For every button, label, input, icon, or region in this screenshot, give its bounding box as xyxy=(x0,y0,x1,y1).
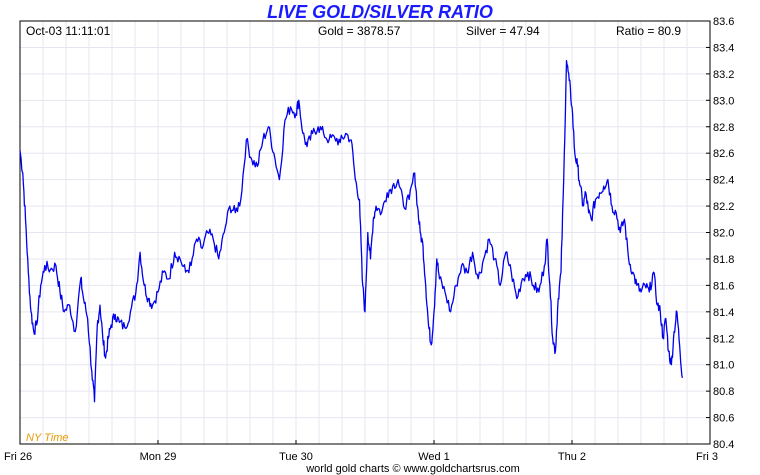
y-tick-label: 81.4 xyxy=(713,307,734,319)
ratio-readout: Ratio = 80.9 xyxy=(616,24,681,38)
y-tick-label: 81.0 xyxy=(713,360,734,372)
y-tick-label: 80.6 xyxy=(713,413,734,425)
y-tick-label: 81.6 xyxy=(713,280,734,292)
y-tick-label: 80.8 xyxy=(713,386,734,398)
y-tick-label: 83.4 xyxy=(713,42,734,54)
x-tick-label: Mon 29 xyxy=(140,451,177,463)
y-tick-label: 81.2 xyxy=(713,333,734,345)
y-tick-label: 83.0 xyxy=(713,95,734,107)
y-tick-label: 82.8 xyxy=(713,122,734,134)
y-axis-ticks: 80.4 80.6 80.8 81.0 81.2 81.4 81.6 81.8 82.0 82.2… xyxy=(706,16,734,451)
y-tick-label: 82.2 xyxy=(713,201,734,213)
y-tick-label: 82.6 xyxy=(713,148,734,160)
chart-title: LIVE GOLD/SILVER RATIO xyxy=(267,2,493,22)
x-tick-label: Fri 3 xyxy=(696,451,718,463)
chart-grid xyxy=(19,20,711,445)
y-tick-label: 83.6 xyxy=(713,16,734,28)
y-tick-label: 81.8 xyxy=(713,254,734,266)
y-tick-label: 83.2 xyxy=(713,69,734,81)
y-tick-label: 82.4 xyxy=(713,175,734,187)
y-tick-label: 80.4 xyxy=(713,439,734,451)
datetime-readout: Oct-03 11:11:01 xyxy=(26,24,111,38)
y-tick-label: 82.0 xyxy=(713,228,734,240)
silver-price-readout: Silver = 47.94 xyxy=(466,24,540,38)
site-credit: world gold charts © www.goldchartsrus.co… xyxy=(305,463,520,475)
x-tick-label: Wed 1 xyxy=(418,451,450,463)
x-tick-label: Tue 30 xyxy=(279,451,313,463)
x-axis-ticks: Fri 26 Mon 29 Tue 30 Wed 1 Thu 2 Fri 3 xyxy=(4,440,718,463)
x-tick-label: Thu 2 xyxy=(558,451,586,463)
gold-price-readout: Gold = 3878.57 xyxy=(318,24,401,38)
timezone-label: NY Time xyxy=(26,432,69,444)
x-tick-label: Fri 26 xyxy=(4,451,32,463)
ratio-series-line xyxy=(19,60,684,403)
